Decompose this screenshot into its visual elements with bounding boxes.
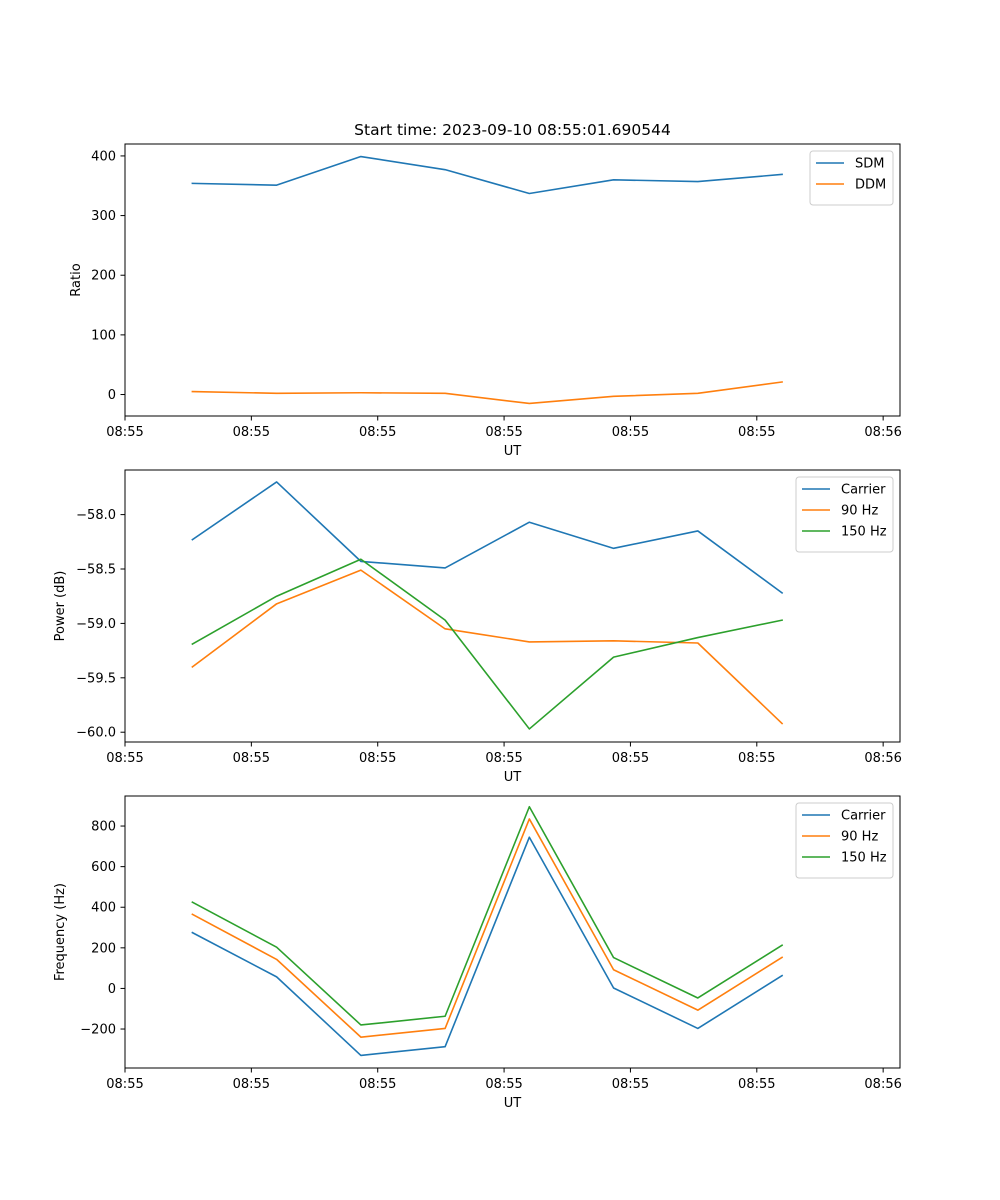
ratio-legend-label-ddm: DDM	[855, 178, 886, 193]
power-ytick-label: −59.0	[76, 617, 116, 632]
frequency-xtick-label: 08:55	[233, 1077, 270, 1092]
ratio-xtick-label: 08:55	[485, 425, 522, 440]
frequency-xtick-label: 08:56	[864, 1077, 901, 1092]
power-ytick-label: −58.0	[76, 508, 116, 523]
ratio-ytick-label: 300	[91, 209, 116, 224]
panels: 08:55 08:55 08:55 08:55 08:55 08:55 08:56 0 100 2…	[53, 143, 902, 1111]
power-legend-label-carrier: Carrier	[841, 483, 886, 498]
panel-power: 08:55 08:55 08:55 08:55 08:55 08:55 08:56 −60.0…	[53, 469, 902, 785]
ratio-xlabel: UT	[504, 444, 522, 459]
ratio-ytick-label: 100	[91, 328, 116, 343]
panel-frequency: 08:55 08:55 08:55 08:55 08:55 08:55 08:56 −200 0…	[53, 795, 902, 1111]
power-xtick-label: 08:55	[359, 751, 396, 766]
frequency-legend: Carrier 90 Hz 150 Hz	[795, 802, 894, 879]
ratio-xtick-label: 08:55	[359, 425, 396, 440]
power-legend-label-150-hz: 150 Hz	[841, 525, 887, 540]
ratio-legend-box	[809, 150, 894, 206]
frequency-xlabel: UT	[504, 1096, 522, 1111]
frequency-ytick-label: −200	[80, 1023, 116, 1038]
ratio-legend: SDM DDM	[809, 150, 894, 206]
ratio-xtick-label: 08:55	[738, 425, 775, 440]
frequency-legend-label-carrier: Carrier	[841, 809, 886, 824]
power-ylabel: Power (dB)	[53, 571, 68, 642]
frequency-ytick-label: 200	[91, 941, 116, 956]
frequency-ytick-label: 800	[91, 820, 116, 835]
ratio-ytick-label: 400	[91, 149, 116, 164]
frequency-axes-frame	[124, 795, 901, 1069]
ratio-series-ddm	[191, 381, 783, 405]
ratio-xtick-label: 08:55	[106, 425, 143, 440]
frequency-xtick-label: 08:55	[485, 1077, 522, 1092]
panel-ratio: 08:55 08:55 08:55 08:55 08:55 08:55 08:56 0 100 2…	[69, 143, 902, 459]
power-legend-box	[795, 476, 894, 553]
ratio-legend-label-sdm: SDM	[855, 157, 884, 172]
power-ytick-label: −59.5	[76, 671, 116, 686]
frequency-series-carrier	[191, 836, 784, 1057]
power-series-90-hz	[191, 569, 784, 725]
frequency-series-150-hz	[191, 805, 784, 1026]
power-xtick-label: 08:55	[612, 751, 649, 766]
frequency-ylabel: Frequency (Hz)	[53, 883, 68, 981]
power-ytick-label: −58.5	[76, 563, 116, 578]
ratio-xtick-label: 08:55	[233, 425, 270, 440]
ratio-ytick-label: 0	[108, 388, 116, 403]
ratio-ylabel: Ratio	[69, 263, 84, 296]
ratio-axes-frame	[124, 143, 901, 417]
power-xtick-label: 08:55	[485, 751, 522, 766]
frequency-ytick-label: 600	[91, 860, 116, 875]
power-xtick-label: 08:55	[233, 751, 270, 766]
frequency-xtick-label: 08:55	[359, 1077, 396, 1092]
power-xtick-label: 08:55	[738, 751, 775, 766]
ratio-ytick-label: 200	[91, 269, 116, 284]
frequency-legend-box	[795, 802, 894, 879]
frequency-ytick-label: 400	[91, 901, 116, 916]
frequency-legend-label-150-hz: 150 Hz	[841, 851, 887, 866]
frequency-xtick-label: 08:55	[612, 1077, 649, 1092]
power-legend: Carrier 90 Hz 150 Hz	[795, 476, 894, 553]
ratio-xtick-label: 08:55	[612, 425, 649, 440]
frequency-xtick-label: 08:55	[106, 1077, 143, 1092]
ratio-series-sdm	[191, 155, 783, 195]
frequency-xtick-label: 08:55	[738, 1077, 775, 1092]
ratio-xtick-label: 08:56	[864, 425, 901, 440]
power-series-carrier	[191, 481, 784, 595]
frequency-series-90-hz	[191, 818, 784, 1038]
power-xtick-label: 08:56	[864, 751, 901, 766]
frequency-legend-label-90-hz: 90 Hz	[841, 830, 878, 845]
power-xtick-label: 08:55	[106, 751, 143, 766]
figure-title: Start time: 2023-09-10 08:55:01.690544	[354, 121, 671, 139]
power-axes-frame	[124, 469, 901, 743]
power-xlabel: UT	[504, 770, 522, 785]
power-ytick-label: −60.0	[76, 726, 116, 741]
power-series-150-hz	[191, 558, 784, 730]
frequency-ytick-label: 0	[108, 982, 116, 997]
power-legend-label-90-hz: 90 Hz	[841, 504, 878, 519]
